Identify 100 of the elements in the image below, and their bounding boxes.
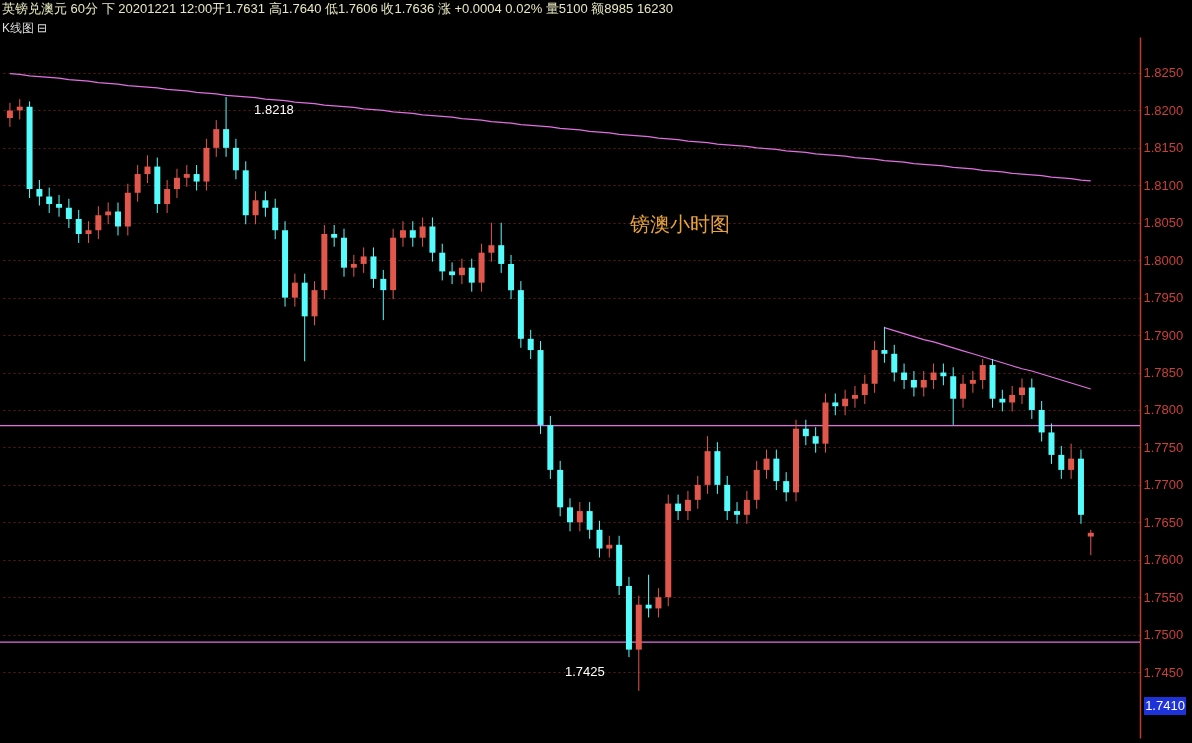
candlestick	[468, 258, 475, 293]
candlestick	[272, 198, 279, 240]
candlestick	[1087, 529, 1094, 556]
candlestick	[950, 366, 957, 426]
candlestick	[498, 222, 505, 274]
text: 1.7410	[1145, 698, 1185, 713]
y-tick-label: 1.7500	[1143, 627, 1184, 643]
candlestick	[783, 471, 790, 502]
candlestick	[930, 363, 937, 390]
candlestick	[910, 370, 917, 397]
candlestick	[252, 190, 259, 225]
candlestick	[655, 587, 662, 618]
candlestick	[46, 187, 53, 214]
candlestick	[567, 497, 573, 532]
candlestick	[881, 326, 888, 364]
candlestick	[449, 261, 456, 285]
candlestick	[331, 224, 338, 248]
candlestick	[606, 535, 613, 559]
candlestick	[586, 501, 593, 540]
candlestick	[1009, 385, 1016, 412]
candlestick	[1058, 445, 1065, 480]
y-tick-label: 1.8100	[1143, 177, 1184, 193]
candlestick	[95, 205, 102, 240]
candlestick	[979, 358, 986, 390]
candlestick	[36, 179, 43, 207]
y-tick-label: 1.7700	[1143, 477, 1184, 493]
candlestick	[743, 490, 750, 525]
candlestick	[56, 194, 63, 218]
y-tick-label: 1.7850	[1143, 365, 1184, 381]
candlestick	[763, 449, 770, 480]
candlestick	[419, 216, 426, 248]
candlestick	[488, 222, 495, 263]
candlestick	[1038, 400, 1045, 442]
candlestick	[684, 490, 691, 521]
y-tick-label: 1.8250	[1143, 65, 1184, 81]
candlestick	[144, 154, 151, 184]
y-tick-label: 1.7650	[1143, 514, 1184, 530]
chart-title: 英镑兑澳元 60分 下 20201221 12:00开1.7631 高1.7640 低1.7606 收1.7636 涨 +0.0004 0.02% 量5100 额8985 16230	[2, 1, 674, 16]
candlestick	[85, 220, 92, 244]
candlestick	[164, 179, 171, 214]
chart-subtitle: K线图 ⊟	[2, 21, 48, 35]
candlestick	[901, 363, 908, 390]
candlestick	[75, 209, 82, 244]
candlestick	[65, 198, 72, 229]
candlestick	[134, 164, 141, 203]
candlestick	[399, 220, 406, 248]
candlestick	[350, 254, 357, 278]
candlestick	[527, 329, 534, 360]
candlestick	[380, 269, 387, 321]
annotation: 1.8218	[254, 101, 294, 117]
candlestick	[291, 273, 298, 308]
candlestick	[694, 475, 701, 510]
candlestick	[370, 246, 377, 289]
candlestick	[409, 220, 416, 248]
y-tick-label: 1.7450	[1143, 664, 1184, 680]
candlestick	[1048, 422, 1055, 465]
candlestick	[969, 370, 976, 394]
y-tick-label: 1.8150	[1143, 140, 1184, 156]
candlestick	[842, 389, 849, 416]
y-tick-label: 1.8200	[1143, 102, 1184, 118]
candlestick	[812, 426, 819, 454]
candlestick	[960, 374, 967, 409]
candlestick	[262, 190, 269, 218]
y-tick-label: 1.7800	[1143, 402, 1184, 418]
candlestick	[920, 370, 927, 397]
candlestick	[734, 501, 741, 525]
candlestick	[1068, 443, 1075, 480]
y-tick-label: 1.7750	[1143, 439, 1184, 455]
candlestick	[773, 449, 780, 491]
candlestick	[6, 102, 13, 128]
annotation: 1.7425	[565, 664, 605, 679]
y-tick-label: 1.7900	[1143, 327, 1184, 343]
candlestick	[458, 258, 465, 285]
line-series	[9, 73, 1092, 182]
y-tick-label: 1.7600	[1143, 552, 1184, 568]
candlestick	[1019, 378, 1025, 405]
y-tick-label: 1.7550	[1143, 589, 1184, 605]
candlestick	[232, 138, 239, 180]
line-series	[883, 326, 1092, 390]
candlestick	[576, 501, 583, 532]
candlestick	[223, 96, 230, 158]
candlestick	[213, 119, 220, 158]
candlestick	[891, 344, 898, 383]
candlestick	[439, 243, 446, 281]
candlestick	[193, 164, 200, 192]
candlestick	[851, 385, 858, 409]
candlestick	[861, 374, 868, 405]
candlestick	[173, 168, 180, 199]
candlestick	[832, 392, 839, 416]
annotation: 镑澳小时图	[629, 213, 730, 235]
y-tick-label: 1.8000	[1143, 252, 1184, 268]
candlestick	[596, 520, 603, 559]
candlestick	[802, 419, 809, 446]
candlestick	[183, 164, 190, 188]
candlestick	[1028, 378, 1035, 420]
candlestick	[675, 494, 682, 521]
y-tick-label: 1.7950	[1143, 290, 1184, 306]
candlestick	[115, 202, 121, 236]
candlestick	[360, 246, 367, 274]
y-tick-label: 1.8050	[1143, 215, 1184, 231]
